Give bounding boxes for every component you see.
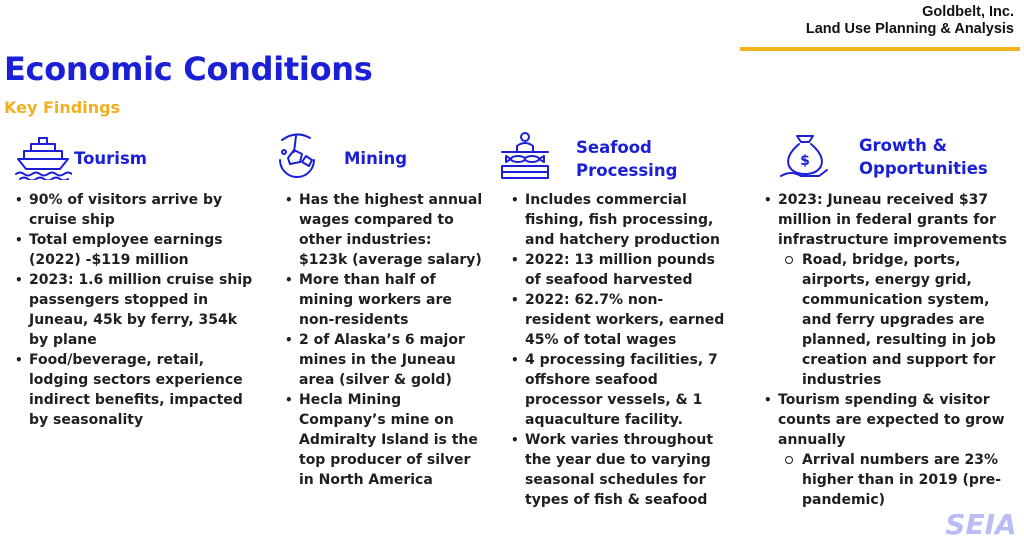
seafood-processing-icon: [501, 132, 549, 179]
org-name: Goldbelt, Inc.: [922, 4, 1014, 20]
seia-logo-text: SEIA: [945, 508, 1016, 540]
column-growth-opportunities: $ Growth & Opportunities 2023: Juneau re…: [763, 130, 1021, 510]
list-item-text: 2023: Juneau received $37 million in fed…: [778, 192, 1007, 248]
list-item: 2023: 1.6 million cruise ship passengers…: [14, 270, 254, 350]
list-item: 2022: 13 million pounds of seafood harve…: [510, 250, 725, 290]
list-item: 2023: Juneau received $37 million in fed…: [763, 190, 1021, 390]
column-tourism: Tourism 90% of visitors arrive by cruise…: [14, 130, 254, 430]
column-title-growth: Growth & Opportunities: [859, 134, 988, 180]
column-title-mining: Mining: [344, 149, 408, 168]
cruise-ship-icon: [15, 137, 72, 180]
list-item: Work varies throughout the year due to v…: [510, 430, 725, 510]
list-item: Includes commercial fishing, fish proces…: [510, 190, 725, 250]
column-title-tourism: Tourism: [74, 149, 147, 168]
sub-list-item: Arrival numbers are 23% higher than in 2…: [778, 450, 1021, 510]
sub-list-item: Road, bridge, ports, airports, energy gr…: [778, 250, 1021, 390]
column-title-seafood-line2: Processing: [576, 161, 678, 180]
list-item: Food/beverage, retail, lodging sectors e…: [14, 350, 254, 430]
svg-text:$: $: [800, 153, 810, 169]
tourism-list: 90% of visitors arrive by cruise ship To…: [14, 190, 254, 430]
column-title-growth-line1: Growth &: [859, 136, 948, 155]
list-item: 90% of visitors arrive by cruise ship: [14, 190, 254, 230]
list-item: 2022: 62.7% non-resident workers, earned…: [510, 290, 725, 350]
list-item: 2 of Alaska’s 6 major mines in the Junea…: [284, 330, 484, 390]
sub-list: Arrival numbers are 23% higher than in 2…: [778, 450, 1021, 510]
mining-list: Has the highest annual wages compared to…: [284, 190, 484, 490]
seia-logo: SEIA: [945, 508, 1016, 540]
sub-list: Road, bridge, ports, airports, energy gr…: [778, 250, 1021, 390]
growth-list: 2023: Juneau received $37 million in fed…: [763, 190, 1021, 510]
mining-icon: [279, 133, 315, 178]
seafood-list: Includes commercial fishing, fish proces…: [510, 190, 725, 510]
column-mining: Mining Has the highest annual wages comp…: [279, 130, 484, 490]
list-item: More than half of mining workers are non…: [284, 270, 484, 330]
list-item: Tourism spending & visitor counts are ex…: [763, 390, 1021, 510]
org-block: Goldbelt, Inc. Land Use Planning & Analy…: [806, 4, 1014, 38]
org-dept: Land Use Planning & Analysis: [805, 21, 1014, 37]
column-seafood-processing: Seafood Processing Includes commercial f…: [501, 130, 725, 510]
column-title-seafood-line1: Seafood: [576, 138, 652, 157]
list-item-text: Tourism spending & visitor counts are ex…: [778, 392, 1005, 448]
header-accent-line: [740, 47, 1020, 51]
page-subtitle: Key Findings: [4, 98, 121, 117]
list-item: Hecla Mining Company’s mine on Admiralty…: [284, 390, 484, 490]
column-title-growth-line2: Opportunities: [859, 159, 988, 178]
column-title-seafood: Seafood Processing: [576, 136, 677, 182]
page-title: Economic Conditions: [4, 50, 373, 88]
list-item: 4 processing facilities, 7 offshore seaf…: [510, 350, 725, 430]
list-item: Total employee earnings (2022) -$119 mil…: [14, 230, 254, 270]
money-hand-icon: $: [780, 135, 828, 177]
list-item: Has the highest annual wages compared to…: [284, 190, 484, 270]
